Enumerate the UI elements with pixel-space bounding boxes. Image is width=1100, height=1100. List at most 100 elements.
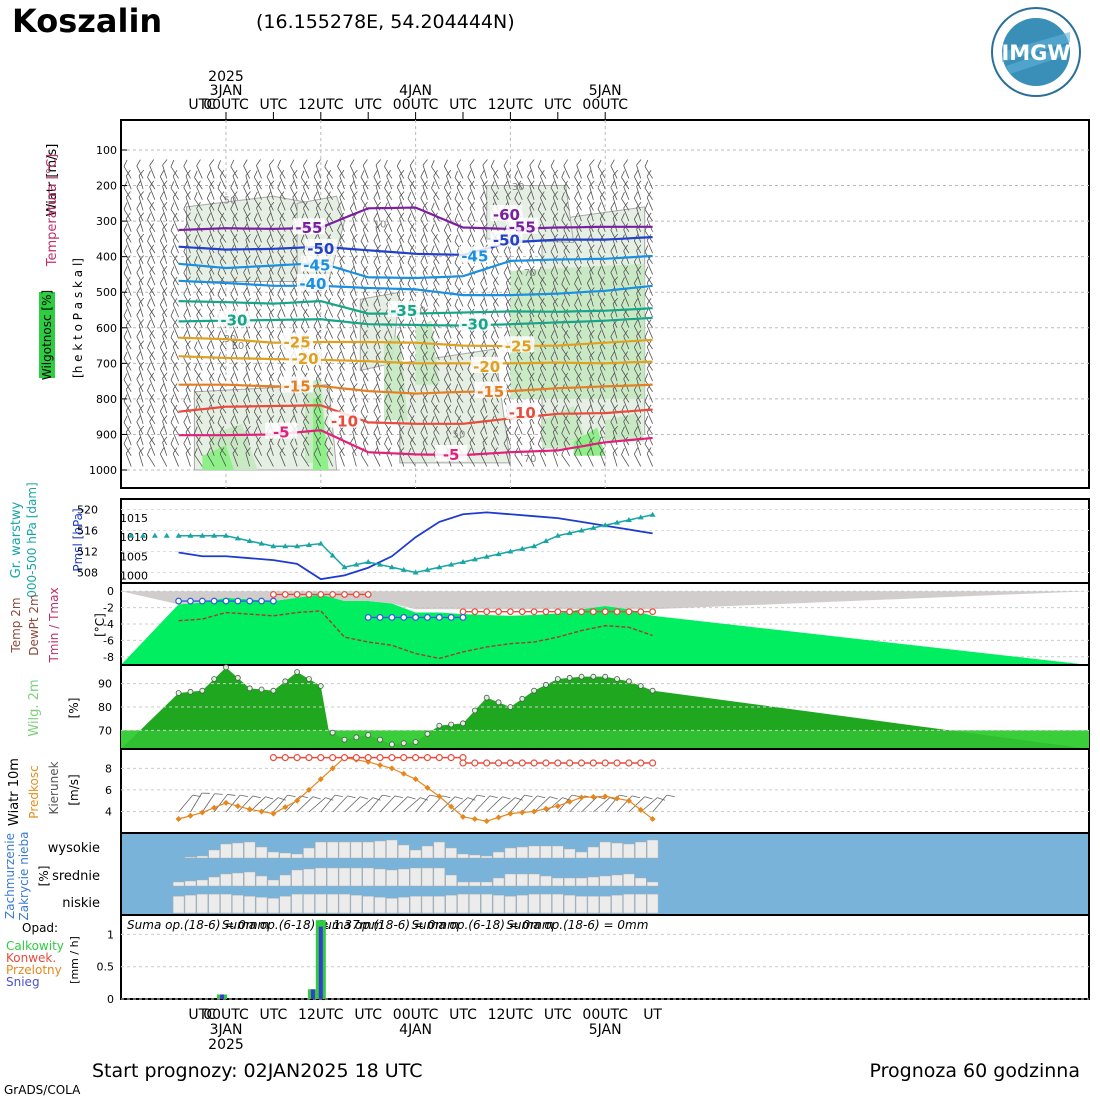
wind-barb (636, 180, 642, 200)
barb-flag (384, 159, 388, 167)
precip-sum: Suma op.(18-6) = 0mm (317, 918, 459, 932)
barb-staff (300, 454, 310, 467)
barb-staff (433, 176, 440, 190)
temperature-plot: 0-2-4-6-8 (103, 585, 1089, 665)
wind-barb (521, 795, 546, 813)
wind-barb (149, 372, 156, 392)
barb-flag (386, 233, 392, 241)
wind-barb (159, 383, 168, 403)
cloud-bar (409, 895, 422, 914)
barb-flag (636, 351, 642, 358)
barb-flag (209, 329, 215, 337)
wind-barb (623, 329, 630, 350)
wind-barb (610, 394, 618, 414)
barb-staff (422, 229, 428, 243)
dewpt-label: DewPt 2m (27, 594, 41, 656)
wind-barb (420, 191, 428, 211)
barb-staff (159, 261, 168, 275)
barb-flag (586, 447, 592, 455)
humidity-marker (590, 673, 597, 680)
isotherm-line (178, 404, 653, 425)
barb-flag (243, 330, 248, 337)
barb-flag (219, 340, 225, 348)
wind-barb (125, 191, 132, 211)
barb-staff (516, 165, 523, 179)
wind-barb (563, 202, 571, 222)
wind-barb (652, 794, 675, 813)
wind-barb (219, 191, 227, 211)
barb-staff (315, 399, 322, 414)
barb-flag (422, 180, 428, 187)
barb-flag (362, 329, 368, 337)
barb-staff (433, 410, 440, 424)
wind-barb (303, 393, 310, 414)
barb-flag (360, 213, 365, 220)
barb-flag (123, 287, 128, 295)
wind-barb (467, 277, 476, 296)
barb-staff (290, 165, 298, 179)
wind-barb (277, 287, 286, 307)
wind-barb (138, 191, 144, 211)
wind-barb (196, 436, 203, 456)
wind-barb (170, 223, 179, 243)
gust-marker (542, 759, 550, 767)
barb-flag (537, 330, 542, 338)
wind-speed-marker (388, 765, 395, 772)
barb-flag (399, 233, 405, 241)
gr-marker (223, 532, 229, 538)
temp-tick: -4 (103, 618, 114, 631)
tmax-marker (364, 591, 372, 598)
wind-barb (431, 181, 440, 201)
wind-barb (375, 372, 381, 392)
barb-flag (149, 201, 155, 209)
cloud-bar (303, 847, 315, 859)
barb-staff (230, 294, 239, 307)
barb-staff (537, 422, 547, 435)
barb-staff (420, 368, 428, 382)
wind-barb (597, 266, 606, 286)
barb-staff (599, 367, 606, 382)
barb-flag (352, 383, 358, 390)
barb-flag (159, 383, 165, 391)
wind-barb (266, 191, 274, 211)
barb-staff (420, 219, 428, 232)
barb-flag (194, 170, 198, 178)
barb-flag (407, 170, 412, 178)
barb-staff (292, 282, 298, 296)
barb-staff (185, 282, 191, 296)
wind-barb (563, 372, 571, 392)
cloud-bar (504, 895, 517, 914)
barb-flag (196, 394, 201, 401)
barb-staff (170, 230, 179, 243)
barb-flag (409, 223, 415, 230)
humidity-marker (329, 729, 336, 736)
barb-flag (549, 796, 558, 800)
barb-staff (422, 186, 428, 200)
wind-barb (303, 308, 310, 328)
barb-staff (149, 186, 156, 200)
barb-staff (292, 303, 298, 318)
barb-staff (550, 400, 559, 414)
barb-staff (219, 197, 227, 211)
barb-staff (599, 389, 606, 403)
wind-barb (384, 159, 393, 179)
barb-staff (396, 400, 405, 414)
wind-barb (563, 180, 571, 200)
barb-flag (214, 793, 223, 795)
wind-barb (563, 266, 571, 286)
barb-flag (256, 287, 261, 294)
barb-flag (443, 330, 448, 338)
wind-barb (362, 180, 369, 200)
wind-barb (352, 383, 358, 403)
wind-barb (540, 404, 547, 424)
wind-barb (623, 180, 630, 200)
barb-staff (399, 218, 405, 232)
barb-staff (232, 453, 239, 467)
barb-flag (420, 404, 425, 412)
barb-staff (183, 208, 191, 222)
wind-barb (125, 233, 132, 254)
wind-barb (162, 351, 168, 371)
barb-flag (552, 169, 558, 177)
barb-flag (162, 329, 168, 337)
tmax-marker (459, 608, 467, 616)
